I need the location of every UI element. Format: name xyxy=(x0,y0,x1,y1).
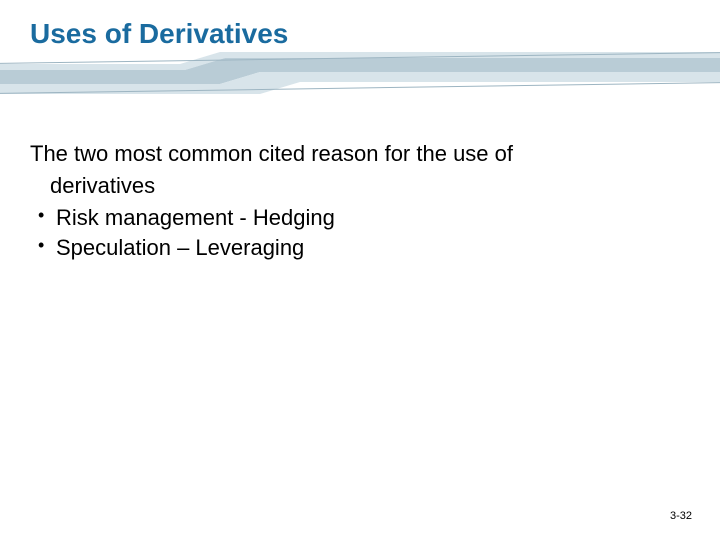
bullet-item: Risk management - Hedging xyxy=(30,203,690,233)
intro-text-line1: The two most common cited reason for the… xyxy=(30,140,690,168)
header-decorative-band xyxy=(0,52,720,104)
band-graphic xyxy=(0,52,720,104)
intro-text-line2: derivatives xyxy=(30,172,690,200)
slide-title: Uses of Derivatives xyxy=(30,18,288,50)
bullet-list: Risk management - Hedging Speculation – … xyxy=(30,203,690,262)
slide-body: The two most common cited reason for the… xyxy=(30,140,690,262)
page-number: 3-32 xyxy=(670,510,692,522)
bullet-item: Speculation – Leveraging xyxy=(30,233,690,263)
